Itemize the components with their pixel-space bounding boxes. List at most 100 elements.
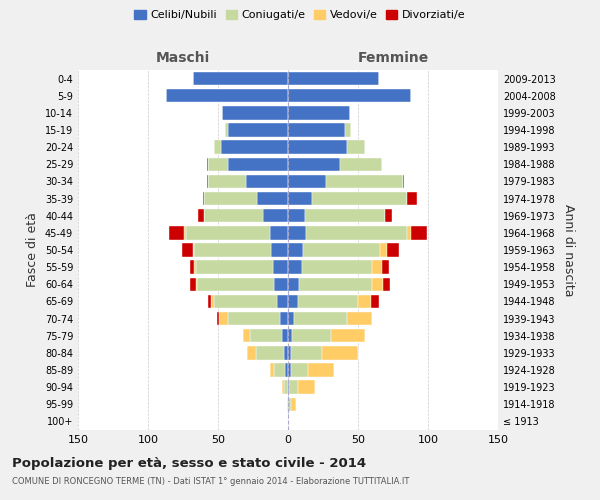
Bar xyxy=(322,346,358,360)
Bar xyxy=(280,312,288,326)
Bar xyxy=(220,312,228,326)
Bar xyxy=(257,192,288,205)
Bar xyxy=(382,260,389,274)
Bar xyxy=(196,278,197,291)
Bar xyxy=(347,140,365,154)
Bar xyxy=(288,140,347,154)
Bar xyxy=(326,174,403,188)
Bar xyxy=(288,124,346,136)
Bar xyxy=(288,226,306,239)
Bar xyxy=(306,226,407,239)
Bar xyxy=(284,346,288,360)
Bar xyxy=(304,244,380,256)
Bar xyxy=(214,294,277,308)
Bar xyxy=(256,346,284,360)
Bar xyxy=(208,174,246,188)
Bar xyxy=(288,380,289,394)
Bar xyxy=(194,244,271,256)
Bar xyxy=(190,278,196,291)
Bar xyxy=(383,278,390,291)
Bar xyxy=(299,278,372,291)
Bar xyxy=(272,260,288,274)
Bar xyxy=(288,398,291,411)
Bar xyxy=(380,244,388,256)
Bar xyxy=(270,364,274,376)
Bar xyxy=(270,226,288,239)
Bar xyxy=(283,329,288,342)
Bar xyxy=(169,226,184,239)
Bar xyxy=(358,294,371,308)
Bar xyxy=(407,226,411,239)
Bar xyxy=(288,260,302,274)
Bar xyxy=(271,244,288,256)
Bar xyxy=(347,312,372,326)
Bar xyxy=(298,294,358,308)
Bar xyxy=(222,106,288,120)
Bar xyxy=(291,364,308,376)
Bar xyxy=(288,346,291,360)
Bar xyxy=(199,209,204,222)
Bar xyxy=(182,244,193,256)
Bar xyxy=(371,294,379,308)
Bar xyxy=(289,380,298,394)
Text: Maschi: Maschi xyxy=(156,51,210,65)
Bar xyxy=(288,89,411,102)
Bar xyxy=(287,398,288,411)
Bar xyxy=(305,209,385,222)
Bar xyxy=(194,260,196,274)
Bar xyxy=(214,140,221,154)
Bar xyxy=(288,294,298,308)
Bar xyxy=(208,158,228,171)
Bar xyxy=(221,140,288,154)
Bar xyxy=(372,278,383,291)
Bar xyxy=(403,174,404,188)
Bar xyxy=(204,192,257,205)
Bar xyxy=(207,158,208,171)
Bar xyxy=(346,124,351,136)
Bar xyxy=(288,329,292,342)
Bar xyxy=(411,226,427,239)
Bar xyxy=(288,192,312,205)
Bar xyxy=(247,346,256,360)
Bar xyxy=(284,380,288,394)
Bar xyxy=(184,226,186,239)
Bar xyxy=(298,380,314,394)
Bar xyxy=(293,312,347,326)
Bar xyxy=(340,158,382,171)
Bar xyxy=(288,312,293,326)
Bar xyxy=(407,192,417,205)
Bar xyxy=(291,398,296,411)
Bar xyxy=(288,174,326,188)
Y-axis label: Fasce di età: Fasce di età xyxy=(26,212,39,288)
Bar xyxy=(302,260,372,274)
Bar xyxy=(228,312,280,326)
Bar xyxy=(186,226,270,239)
Bar xyxy=(283,380,284,394)
Bar xyxy=(288,106,350,120)
Bar xyxy=(312,192,407,205)
Bar xyxy=(203,192,204,205)
Text: Popolazione per età, sesso e stato civile - 2014: Popolazione per età, sesso e stato civil… xyxy=(12,458,366,470)
Bar xyxy=(291,346,322,360)
Bar xyxy=(288,72,379,86)
Bar xyxy=(166,89,288,102)
Bar xyxy=(288,364,291,376)
Bar xyxy=(385,209,392,222)
Bar xyxy=(288,209,305,222)
Bar xyxy=(277,294,288,308)
Legend: Celibi/Nubili, Coniugati/e, Vedovi/e, Divorziati/e: Celibi/Nubili, Coniugati/e, Vedovi/e, Di… xyxy=(130,6,470,25)
Bar xyxy=(190,260,194,274)
Bar xyxy=(288,278,299,291)
Bar xyxy=(225,124,228,136)
Y-axis label: Anni di nascita: Anni di nascita xyxy=(562,204,575,296)
Bar xyxy=(308,364,334,376)
Bar xyxy=(193,244,194,256)
Bar xyxy=(288,158,340,171)
Bar xyxy=(274,364,285,376)
Bar xyxy=(331,329,365,342)
Bar xyxy=(285,364,288,376)
Bar xyxy=(263,209,288,222)
Bar xyxy=(204,209,263,222)
Bar xyxy=(274,278,288,291)
Bar xyxy=(228,158,288,171)
